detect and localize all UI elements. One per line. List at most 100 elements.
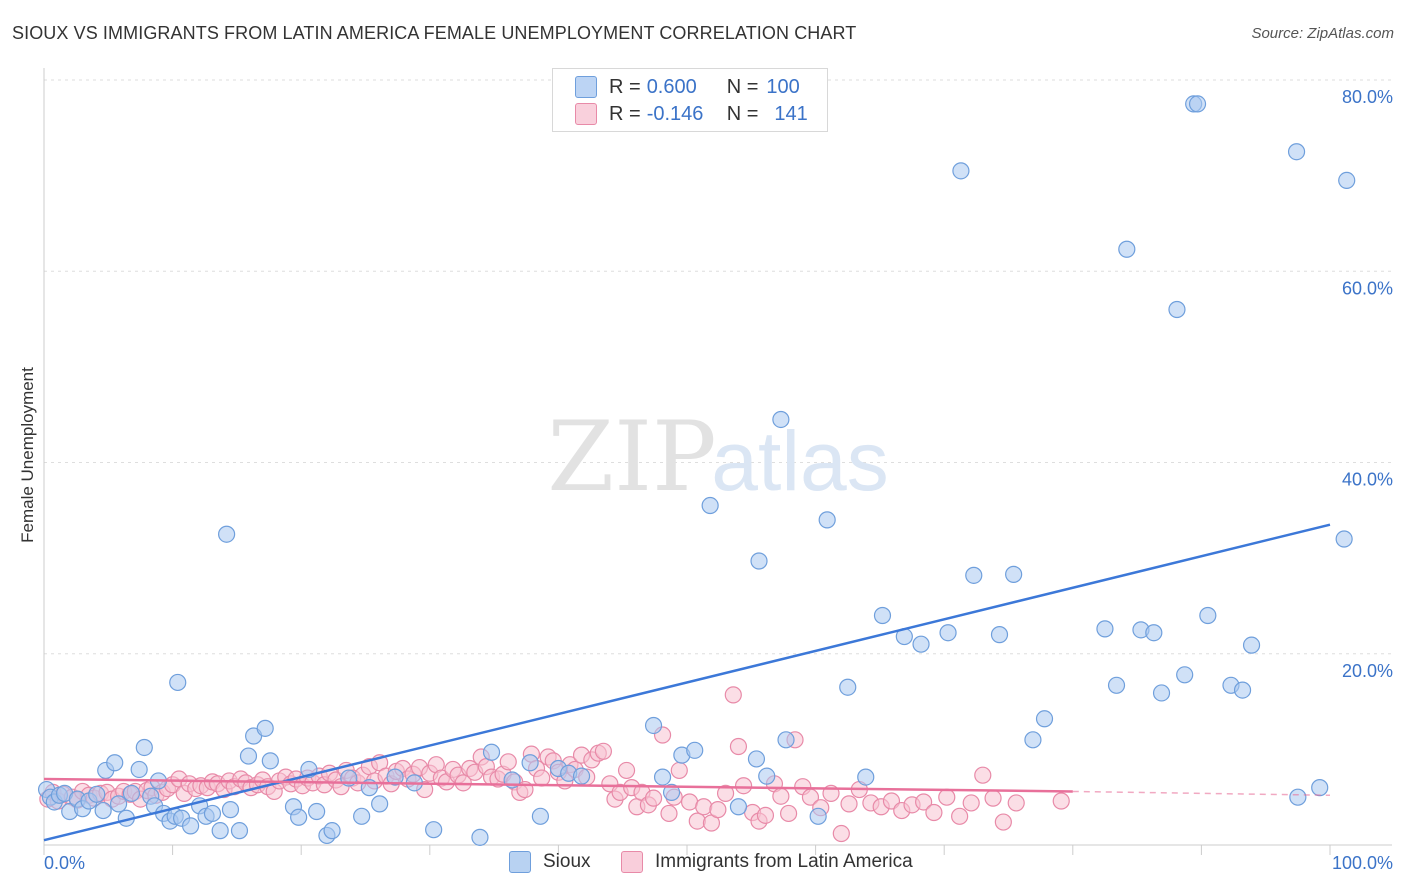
sioux-point [818, 511, 836, 529]
sioux-trend-line [43, 523, 1331, 842]
sioux-point [758, 767, 776, 785]
sioux-point [230, 822, 249, 840]
legend-r-label: R = [609, 102, 641, 125]
immigrants-point [925, 803, 943, 822]
sioux-point [323, 822, 341, 840]
legend-r-label: R = [609, 75, 641, 98]
sioux-point [952, 162, 970, 180]
x-tick-label: 100.0% [1332, 853, 1393, 873]
legend-swatch-immigrants [575, 103, 597, 125]
chart-title: SIOUX VS IMMIGRANTS FROM LATIN AMERICA F… [12, 23, 857, 43]
immigrants-point [734, 777, 753, 795]
sioux-point [1199, 606, 1217, 625]
sioux-point [290, 808, 308, 826]
sioux-point [1152, 684, 1171, 702]
sioux-point [471, 828, 489, 846]
immigrants-point [915, 793, 933, 811]
immigrants-point [756, 806, 775, 824]
watermark-atlas: atlas [711, 414, 888, 508]
x-tick-label: 0.0% [44, 853, 85, 873]
legend-label-sioux: Sioux [543, 851, 591, 872]
immigrants-point [938, 788, 956, 806]
sioux-point [386, 768, 404, 786]
sioux-point [939, 624, 957, 642]
sioux-point [130, 760, 148, 779]
immigrants-trend-line [43, 777, 1073, 793]
sioux-point [777, 731, 795, 749]
sioux-point [912, 635, 930, 653]
sioux-point [106, 754, 124, 772]
y-tick-label: 40.0% [1342, 470, 1393, 490]
series-legend: Sioux Immigrants from Latin America [0, 851, 1406, 877]
immigrants-point [779, 804, 798, 823]
legend-label-immigrants: Immigrants from Latin America [655, 851, 913, 872]
legend-row-sioux: R = 0.600 N = 100 [575, 74, 800, 100]
sioux-point [990, 626, 1009, 644]
sioux-point [1024, 731, 1042, 749]
sioux-point [1096, 620, 1114, 638]
legend-n-label: N = [726, 102, 759, 125]
sioux-point [482, 743, 501, 761]
sioux-point [1287, 143, 1306, 161]
sioux-point [169, 673, 187, 692]
y-axis-label: Female Unemployment [18, 367, 37, 543]
sioux-point [1118, 240, 1136, 258]
gridlines [44, 79, 1392, 655]
immigrants-point [617, 761, 636, 780]
legend-r-value: 0.600 [646, 75, 697, 98]
sioux-point [308, 802, 326, 821]
sioux-point [182, 817, 200, 835]
sioux-point [256, 719, 274, 737]
immigrants-point [1052, 792, 1070, 810]
sioux-point [1005, 565, 1023, 583]
legend-n-label: N = [726, 75, 759, 98]
sioux-point [653, 768, 672, 786]
sioux-point [221, 801, 240, 819]
legend-n-value: 100 [766, 75, 800, 98]
y-tick-label: 20.0% [1342, 661, 1393, 681]
sioux-point [1176, 666, 1194, 684]
sioux-point [109, 795, 128, 813]
immigrants-point [1007, 794, 1025, 812]
sioux-point [425, 821, 443, 839]
sioux-point [521, 754, 539, 772]
axes [43, 68, 1392, 855]
sioux-point [644, 716, 663, 735]
immigrants-point [840, 795, 858, 813]
trend-lines [43, 523, 1331, 842]
immigrants-point [695, 798, 713, 816]
immigrants-point [974, 766, 992, 784]
immigrants-point [832, 824, 850, 843]
legend-item-sioux: Sioux [509, 851, 591, 873]
sioux-point [686, 741, 704, 759]
y-tick-label: 80.0% [1342, 87, 1393, 107]
immigrants-point [984, 789, 1002, 807]
sioux-point [1035, 710, 1054, 728]
sioux-point [729, 798, 748, 816]
immigrants-point [660, 804, 678, 823]
sioux-point [1107, 676, 1126, 694]
sioux-point [1145, 624, 1163, 642]
series-sioux-points [37, 95, 1356, 846]
legend-swatch-sioux [575, 76, 597, 98]
sioux-point [122, 784, 141, 802]
sioux-point [94, 801, 112, 820]
immigrants-point [594, 742, 613, 760]
sioux-point [218, 525, 236, 543]
legend-item-immigrants: Immigrants from Latin America [621, 851, 913, 873]
watermark-zip: ZIP [547, 401, 716, 513]
sioux-point [1188, 95, 1207, 113]
y-tick-label: 60.0% [1342, 278, 1393, 298]
immigrants-point [724, 686, 742, 704]
sioux-point [135, 738, 153, 757]
watermark: ZIP atlas [547, 401, 888, 513]
sioux-point [1233, 681, 1252, 699]
immigrants-point [716, 784, 735, 802]
immigrants-point [994, 813, 1012, 831]
immigrants-point [772, 787, 790, 805]
correlation-legend: R = 0.600 N = 100 R = -0.146 N = 141 [552, 68, 828, 132]
sioux-point [1289, 788, 1307, 806]
sioux-point [572, 767, 591, 785]
sioux-point [809, 807, 827, 825]
